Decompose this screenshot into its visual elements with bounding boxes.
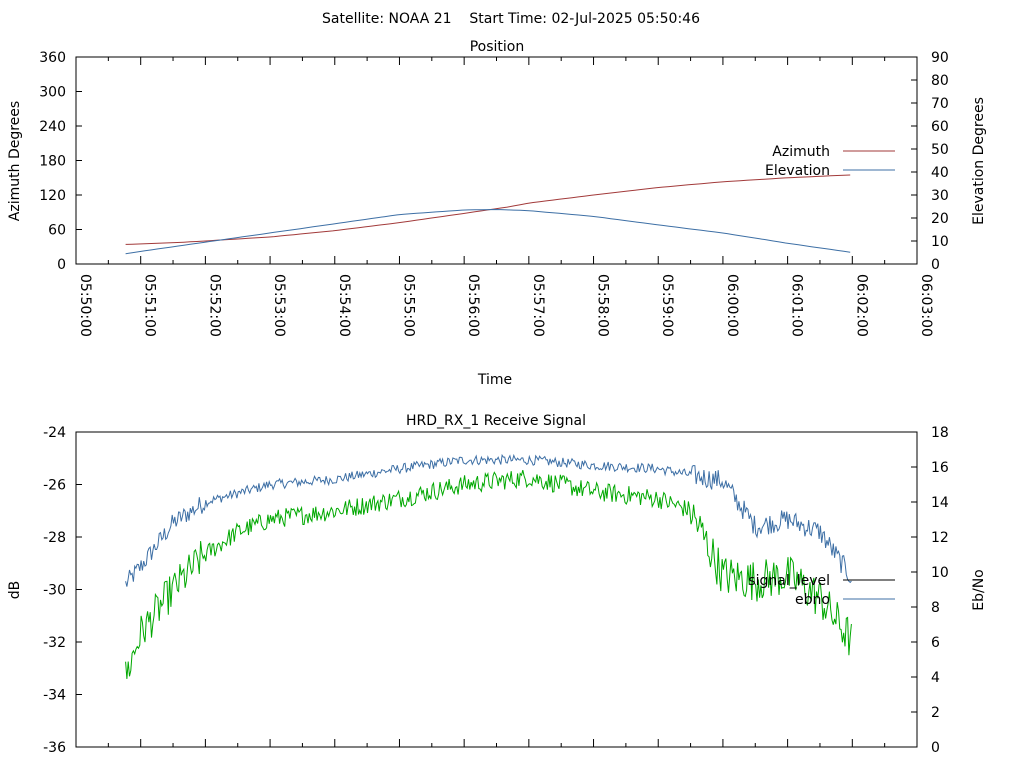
position-y2-ticks: 0 10 20 30 40 50 60 70 80 90 <box>911 50 949 273</box>
signal-y-ticks: -24 -26 -28 -30 -32 -34 -36 <box>43 425 82 756</box>
y-tick-label: -26 <box>43 478 66 494</box>
position-legend: Azimuth Elevation <box>765 144 895 179</box>
signal-plot-frame <box>75 431 918 748</box>
y-tick-label: -32 <box>43 635 66 651</box>
y-tick-label: 360 <box>39 50 66 66</box>
signal-panel: HRD_RX_1 Receive Signal -24-26-28-30-32-… <box>7 413 987 756</box>
y-tick-label: -28 <box>43 530 66 546</box>
y-tick-label: -30 <box>43 583 66 599</box>
legend-signal-level-label: signal_level <box>748 573 830 589</box>
y-tick-label: -24 <box>43 425 66 441</box>
x-tick-label: 06:03:00 <box>918 274 934 337</box>
y2-tick-label: 6 <box>931 635 940 651</box>
signal-ylabel: dB <box>7 581 23 600</box>
position-xlabel: Time <box>477 372 512 388</box>
y2-tick-label: 80 <box>931 73 949 89</box>
y2-tick-label: 18 <box>931 425 949 441</box>
x-tick-label: 05:50:00 <box>77 274 93 337</box>
position-ylabel: Azimuth Degrees <box>7 101 23 221</box>
y2-tick-label: 50 <box>931 142 949 158</box>
y2-tick-label: 60 <box>931 119 949 135</box>
x-tick-label: 05:56:00 <box>465 274 481 337</box>
series-line-elevation <box>125 208 851 255</box>
legend-azimuth-label: Azimuth <box>772 144 830 160</box>
position-title: Position <box>470 39 525 55</box>
position-plot-frame <box>75 56 918 265</box>
x-tick-label: 05:55:00 <box>400 274 416 337</box>
y2-tick-label: 40 <box>931 165 949 181</box>
x-tick-label: 06:01:00 <box>789 274 805 337</box>
x-tick-label: 06:00:00 <box>724 274 740 337</box>
y-tick-label: -34 <box>43 688 66 704</box>
position-x-ticks: 05:50:00 05:51:00 05:52:00 05:53:00 05:54:00… <box>75 57 934 337</box>
y2-tick-label: 30 <box>931 188 949 204</box>
signal-legend: signal_level ebno <box>748 573 895 608</box>
position-series <box>125 174 851 255</box>
x-tick-label: 05:51:00 <box>142 274 158 337</box>
y2-tick-label: 16 <box>931 460 949 476</box>
y2-tick-label: 0 <box>931 257 940 273</box>
x-tick-label: 05:57:00 <box>530 274 546 337</box>
legend-ebno-label: ebno <box>795 592 830 608</box>
signal-y2label: Eb/No <box>971 569 987 611</box>
x-tick-label: 05:54:00 <box>336 274 352 337</box>
y2-tick-label: 0 <box>931 740 940 756</box>
y2-tick-label: 4 <box>931 670 940 686</box>
y2-tick-label: 10 <box>931 234 949 250</box>
y-tick-label: 120 <box>39 188 66 204</box>
y2-tick-label: 10 <box>931 565 949 581</box>
y2-tick-label: 20 <box>931 211 949 227</box>
y-tick-label: -36 <box>43 740 66 756</box>
position-y2label: Elevation Degrees <box>971 97 987 225</box>
signal-y2-ticks: 0 2 4 6 8 10 12 14 16 18 <box>911 425 949 756</box>
signal-title: HRD_RX_1 Receive Signal <box>406 413 586 429</box>
chart-header-title: Satellite: NOAA 21 Start Time: 02-Jul-20… <box>322 11 700 27</box>
x-tick-label: 05:53:00 <box>271 274 287 337</box>
signal-series <box>125 453 852 679</box>
y-tick-label: 60 <box>48 223 66 239</box>
y-tick-label: 0 <box>57 257 66 273</box>
legend-elevation-label: Elevation <box>765 163 830 179</box>
series-line-ebno <box>125 453 852 587</box>
position-y-ticks: 0 60 120 180 240 300 360 <box>39 50 82 273</box>
signal-x-ticks <box>75 739 918 747</box>
y2-tick-label: 2 <box>931 705 940 721</box>
series-line-green <box>125 469 852 679</box>
y-tick-label: 240 <box>39 119 66 135</box>
y-tick-label: 180 <box>39 154 66 170</box>
y2-tick-label: 12 <box>931 530 949 546</box>
y-tick-label: 300 <box>39 85 66 101</box>
x-tick-label: 06:02:00 <box>853 274 869 337</box>
y2-tick-label: 90 <box>931 50 949 66</box>
y2-tick-label: 8 <box>931 600 940 616</box>
y2-tick-label: 70 <box>931 96 949 112</box>
position-panel: Position 0 60 120 180 240 300 360 0 10 20 30 40 50 6… <box>7 39 987 388</box>
x-tick-label: 05:52:00 <box>206 274 222 337</box>
x-tick-label: 05:58:00 <box>595 274 611 337</box>
x-tick-label: 05:59:00 <box>659 274 675 337</box>
y2-tick-label: 14 <box>931 495 949 511</box>
